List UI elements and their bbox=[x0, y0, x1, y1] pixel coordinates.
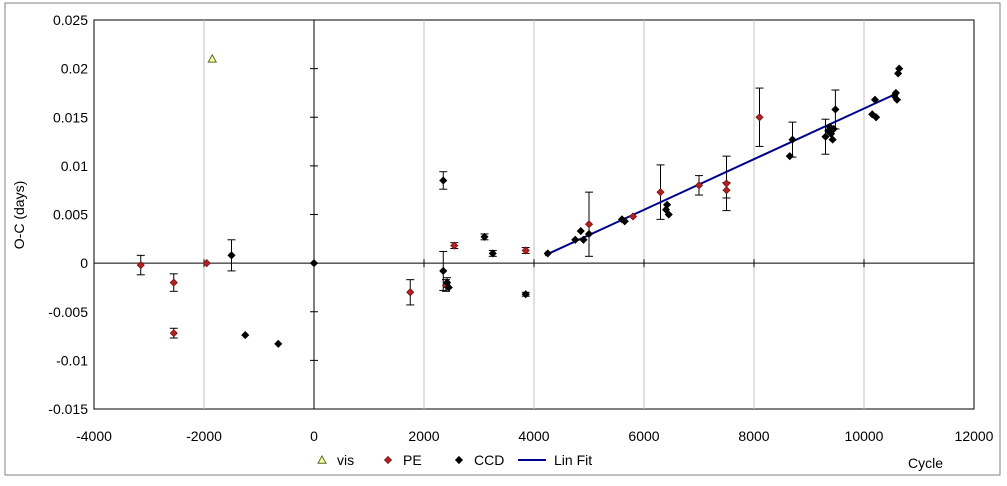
y-tick-label: 0.015 bbox=[53, 109, 88, 125]
x-tick-label: 8000 bbox=[738, 428, 769, 444]
x-axis-title: Cycle bbox=[908, 455, 943, 471]
pe-point bbox=[521, 246, 530, 255]
marker-layer bbox=[136, 53, 904, 348]
x-tick-label: -4000 bbox=[76, 428, 112, 444]
pe-point bbox=[169, 278, 178, 287]
legend-label: Lin Fit bbox=[554, 452, 592, 468]
ccd-point bbox=[309, 259, 319, 268]
legend: vis PE CCD Lin Fit bbox=[317, 452, 592, 468]
ccd-point bbox=[785, 152, 794, 161]
y-tick-label: 0.02 bbox=[61, 61, 88, 77]
ccd-point bbox=[831, 105, 840, 114]
ccd-point bbox=[521, 290, 530, 299]
pe-point bbox=[656, 188, 665, 197]
ccd-point bbox=[828, 135, 837, 144]
ccd-point bbox=[241, 331, 250, 340]
y-tick-label: 0.01 bbox=[61, 158, 88, 174]
lin-fit-line bbox=[544, 94, 892, 257]
x-tick-label: 4000 bbox=[518, 428, 549, 444]
y-tick-label: -0.01 bbox=[56, 352, 88, 368]
ccd-point bbox=[439, 266, 448, 275]
ccd-point bbox=[892, 95, 902, 104]
legend-label: CCD bbox=[474, 452, 504, 468]
ccd-point bbox=[444, 283, 453, 292]
pe-point bbox=[755, 113, 764, 122]
y-tick-label: -0.015 bbox=[48, 401, 88, 417]
fit-layer bbox=[544, 94, 892, 257]
ccd-point bbox=[825, 122, 834, 132]
legend-vis-marker bbox=[317, 454, 327, 464]
ccd-point bbox=[895, 64, 904, 73]
x-tick-label: 10000 bbox=[845, 428, 884, 444]
pe-point bbox=[202, 259, 211, 268]
legend-ccd-marker bbox=[454, 455, 464, 465]
ccd-point bbox=[620, 217, 629, 226]
ccd-point bbox=[891, 88, 900, 98]
legend-label: PE bbox=[403, 452, 422, 468]
pe-point bbox=[450, 241, 459, 250]
ccd-point bbox=[870, 95, 880, 104]
axis-layer bbox=[94, 20, 974, 409]
x-tick-label: 6000 bbox=[628, 428, 659, 444]
ccd-point bbox=[439, 176, 448, 185]
x-tick-label: -2000 bbox=[186, 428, 222, 444]
pe-point bbox=[136, 261, 145, 270]
ccd-point bbox=[821, 132, 830, 141]
x-tick-label: 0 bbox=[310, 428, 318, 444]
y-tick-label: -0.005 bbox=[48, 304, 88, 320]
pe-point bbox=[694, 181, 704, 190]
ccd-point bbox=[664, 210, 673, 219]
y-tick-label: 0.005 bbox=[53, 207, 88, 223]
pe-point bbox=[628, 212, 638, 221]
vis-point bbox=[207, 53, 218, 63]
ccd-point bbox=[543, 249, 552, 258]
x-tick-label: 12000 bbox=[955, 428, 994, 444]
ccd-point bbox=[488, 249, 497, 258]
y-tick-label: 0.025 bbox=[53, 12, 88, 28]
ccd-point bbox=[274, 339, 283, 348]
ccd-point bbox=[480, 232, 489, 241]
legend-label: vis bbox=[337, 452, 354, 468]
pe-point bbox=[584, 220, 594, 229]
ccd-point bbox=[584, 229, 594, 239]
pe-point bbox=[722, 186, 731, 195]
ccd-point bbox=[872, 113, 881, 122]
pe-point bbox=[406, 288, 415, 297]
ccd-point bbox=[227, 251, 236, 260]
ccd-point bbox=[576, 226, 585, 236]
legend-pe-marker bbox=[383, 455, 393, 465]
y-tick-label: 0 bbox=[80, 255, 88, 271]
y-axis-title: O-C (days) bbox=[11, 181, 27, 249]
tick-label-layer: -4000 -2000 0 2000 4000 6000 8000 10000 12000 0.0… bbox=[48, 12, 993, 444]
ccd-point bbox=[788, 135, 797, 144]
pe-point bbox=[169, 329, 178, 338]
ccd-point bbox=[579, 235, 588, 244]
ccd-point bbox=[571, 235, 580, 244]
x-tick-label: 2000 bbox=[408, 428, 439, 444]
ccd-point bbox=[829, 124, 838, 133]
ccd-point bbox=[663, 200, 672, 209]
